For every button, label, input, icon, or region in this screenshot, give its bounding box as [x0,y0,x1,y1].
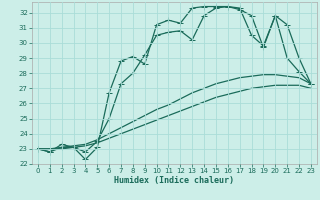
X-axis label: Humidex (Indice chaleur): Humidex (Indice chaleur) [115,176,234,185]
